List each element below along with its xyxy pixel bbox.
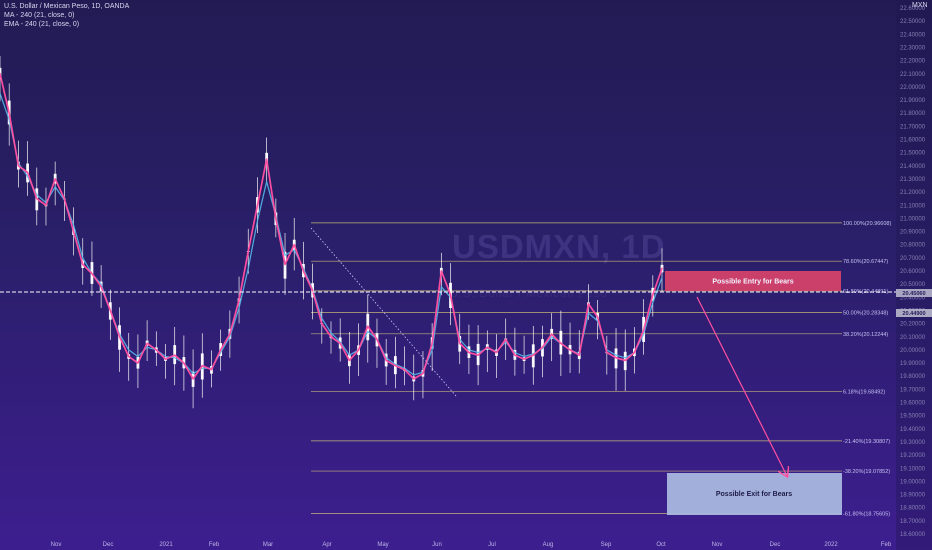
y-tick-label: 21.10000	[900, 203, 926, 209]
x-tick-label: Apr	[322, 542, 331, 548]
x-axis-ticks: Nov Dec 2021 Feb Mar Apr May Jun Jul Aug Sep Oct Nov…	[51, 542, 892, 548]
price-axis-panel[interactable]	[896, 0, 932, 550]
x-tick-label: Oct	[656, 542, 666, 548]
possible-exit-box[interactable]	[667, 473, 842, 515]
symbol-title: U.S. Dollar / Mexican Peso, 1D, OANDA	[4, 3, 130, 10]
possible-entry-box[interactable]	[665, 271, 841, 291]
y-axis-ticks: 22.60000 22.50000 22.40000 22.30000 22.20000…	[900, 6, 926, 538]
y-tick-label: 21.40000	[900, 164, 926, 170]
possible-entry-label: Possible Entry for Bears	[712, 279, 793, 286]
y-tick-label: 20.40000	[900, 295, 926, 301]
y-tick-label: 22.40000	[900, 32, 926, 38]
current-price-value: 20.45060	[902, 291, 925, 297]
y-tick-label: 21.20000	[900, 190, 926, 196]
y-tick-label: 22.50000	[900, 19, 926, 25]
x-tick-label: Aug	[543, 542, 554, 548]
fib-level-label: -21.40%(19.30807)	[843, 439, 890, 445]
x-tick-label: Jul	[488, 542, 496, 548]
watermark-sub: U.S. Dollar / Mexican Peso	[450, 288, 607, 300]
y-tick-label: 18.70000	[900, 519, 926, 525]
y-tick-label: 19.00000	[900, 479, 926, 485]
fib-level-label: 78.60%(20.67447)	[843, 259, 888, 265]
x-tick-label: 2022	[824, 542, 838, 548]
x-tick-label: Dec	[770, 542, 781, 548]
y-tick-label: 22.00000	[900, 85, 926, 91]
fib-level-label: -38.20%(19.07852)	[843, 469, 890, 475]
y-tick-label: 21.70000	[900, 124, 926, 130]
y-tick-label: 20.00000	[900, 348, 926, 354]
y-tick-label: 20.10000	[900, 335, 926, 341]
y-tick-label: 22.60000	[900, 6, 926, 12]
chart-header: U.S. Dollar / Mexican Peso, 1D, OANDA MA…	[4, 2, 129, 29]
y-tick-label: 19.70000	[900, 387, 926, 393]
y-tick-label: 21.60000	[900, 138, 926, 144]
secondary-price-value: 20.44900	[902, 311, 925, 317]
ema-indicator-label: EMA - 240 (21, close, 0)	[4, 21, 80, 28]
x-tick-label: Nov	[51, 542, 62, 548]
bearish-arrow	[696, 296, 787, 476]
y-tick-label: 20.70000	[900, 256, 926, 262]
y-tick-label: 21.30000	[900, 177, 926, 183]
y-tick-label: 21.50000	[900, 151, 926, 157]
fib-level-label: 100.00%(20.96608)	[843, 221, 891, 227]
y-tick-label: 21.00000	[900, 216, 926, 222]
fib-levels-layer: 100.00%(20.96608)78.60%(20.67447)61.80%(…	[311, 221, 891, 517]
y-tick-label: 20.50000	[900, 282, 926, 288]
ma-series-line	[0, 72, 663, 380]
secondary-price-tag[interactable]	[896, 309, 932, 317]
fib-level-label: 50.00%(20.28348)	[843, 311, 888, 317]
fib-diagonal-line	[310, 227, 457, 397]
y-tick-label: 19.20000	[900, 453, 926, 459]
y-tick-label: 19.80000	[900, 374, 926, 380]
y-tick-label: 19.30000	[900, 440, 926, 446]
currency-unit-label: MXN	[912, 2, 928, 9]
y-tick-label: 19.90000	[900, 361, 926, 367]
ma-indicator-label: MA - 240 (21, close, 0)	[4, 12, 75, 19]
y-tick-label: 19.40000	[900, 427, 926, 433]
y-tick-label: 21.90000	[900, 98, 926, 104]
x-tick-label: Jun	[432, 542, 442, 548]
x-tick-label: May	[377, 542, 388, 548]
ma-series-layer	[0, 72, 663, 380]
y-tick-label: 19.10000	[900, 466, 926, 472]
x-tick-label: Mar	[263, 542, 273, 548]
y-tick-label: 22.30000	[900, 45, 926, 51]
y-tick-label: 21.80000	[900, 111, 926, 117]
y-tick-label: 18.60000	[900, 532, 926, 538]
y-tick-label: 19.50000	[900, 414, 926, 420]
y-tick-label: 18.90000	[900, 493, 926, 499]
y-tick-label: 22.20000	[900, 59, 926, 65]
x-tick-label: 2021	[159, 542, 173, 548]
fib-level-label: 6.18%(19.68492)	[843, 389, 885, 395]
y-tick-label: 20.20000	[900, 322, 926, 328]
watermark-main: USDMXN, 1D	[452, 228, 666, 265]
y-tick-label: 19.60000	[900, 401, 926, 407]
y-tick-label: 20.60000	[900, 269, 926, 275]
fib-level-label: 38.20%(20.12244)	[843, 332, 888, 338]
y-tick-label: 22.10000	[900, 72, 926, 78]
y-tick-label: 20.80000	[900, 243, 926, 249]
x-tick-label: Sep	[601, 542, 612, 548]
x-tick-label: Feb	[209, 542, 220, 548]
possible-exit-label: Possible Exit for Bears	[716, 491, 792, 498]
current-price-tag[interactable]	[896, 289, 932, 297]
y-tick-label: 20.90000	[900, 230, 926, 236]
x-tick-label: Nov	[712, 542, 723, 548]
fib-level-label: -61.80%(18.75605)	[843, 511, 890, 517]
y-tick-label: 18.80000	[900, 506, 926, 512]
x-tick-label: Feb	[881, 542, 892, 548]
x-tick-label: Dec	[103, 542, 114, 548]
